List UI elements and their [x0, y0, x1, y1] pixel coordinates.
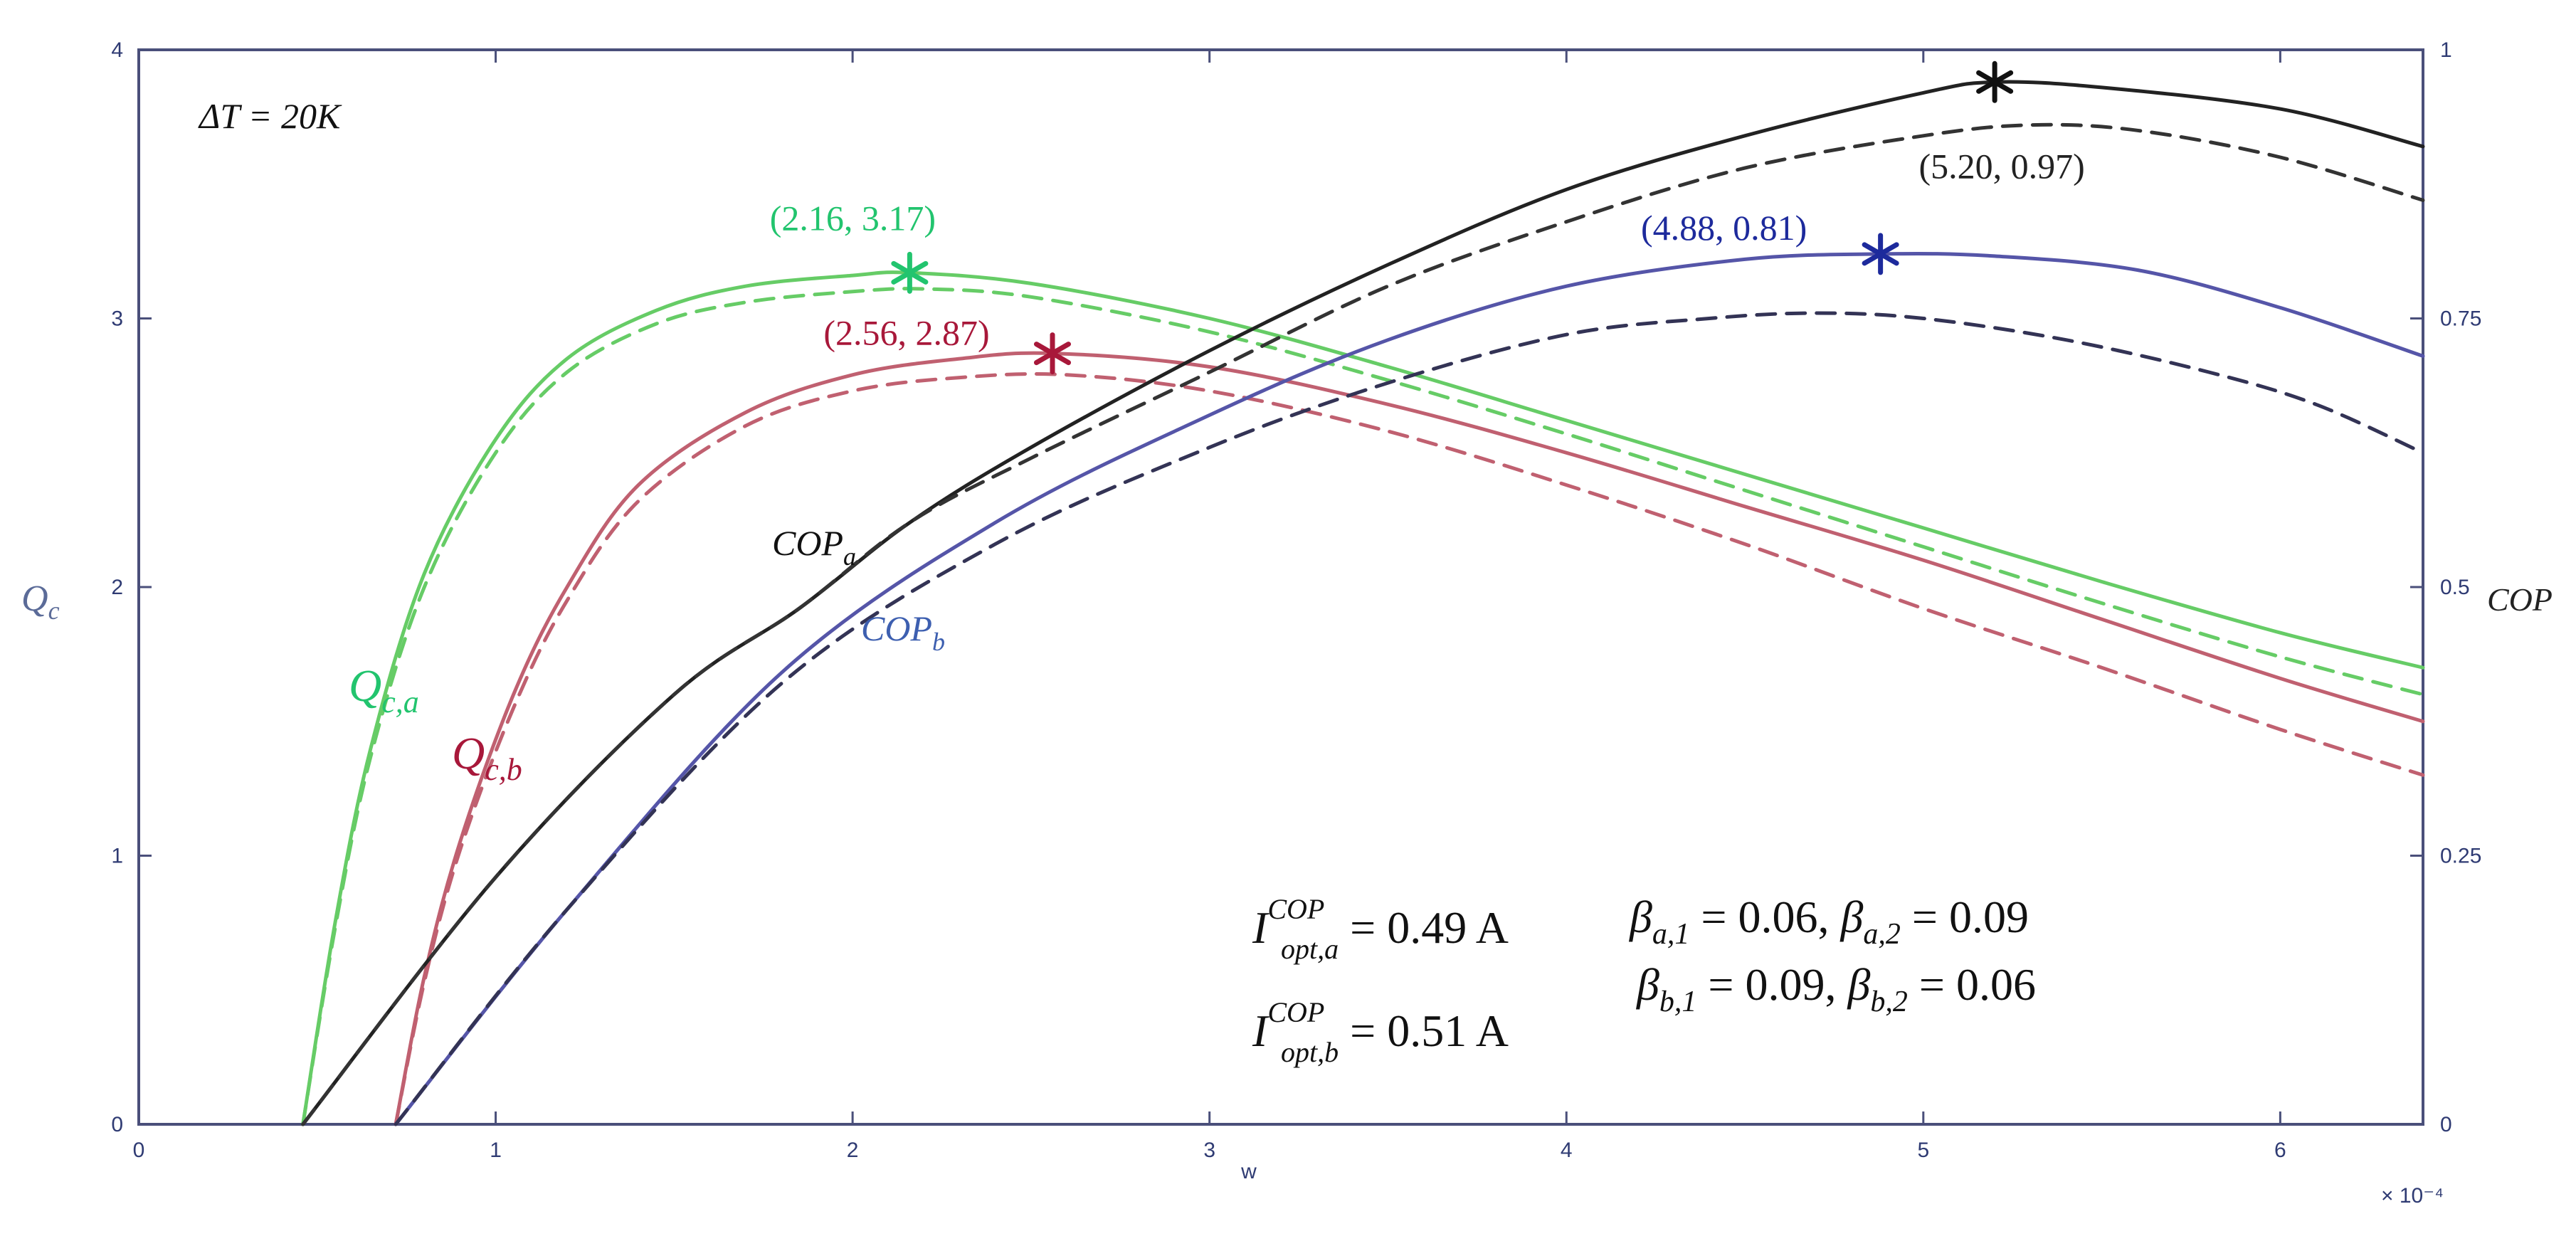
series-layer	[301, 80, 2425, 1126]
y-right-tick-label: 0.25	[2440, 845, 2481, 868]
series-line-2	[394, 351, 2425, 1126]
formula-i-a-rest: = 0.49 A	[1339, 902, 1509, 953]
series-line-7	[394, 311, 2425, 1126]
x-tick-label: 6	[2274, 1139, 2286, 1162]
y-right-tick-label: 0	[2440, 1113, 2452, 1136]
optimum-marker	[1976, 60, 2014, 103]
x-tick-label: 3	[1203, 1139, 1215, 1162]
formula-beta-a: βa,1 = 0.06, βa,2 = 0.09	[1628, 892, 2029, 951]
formula-i-a-sup: COP	[1267, 893, 1324, 925]
axis-ticks: 0 1 2 3 4 5 6 0 1 2 3 4 0 0.25 0.5 0.75 1	[111, 38, 2481, 1162]
formula-beta-b: βb,1 = 0.09, βb,2 = 0.06	[1635, 959, 2036, 1018]
series-line-1	[301, 287, 2425, 1126]
curve-label-copa-sub: a	[843, 542, 856, 571]
y-left-tick-label: 1	[111, 845, 123, 868]
curve-label-qcb: Qc,b	[452, 728, 522, 787]
curve-label-copb-sub: b	[932, 628, 945, 656]
formula-i-b-rest: = 0.51 A	[1339, 1005, 1509, 1056]
x-tick-label: 2	[847, 1139, 859, 1162]
optimum-label: (2.56, 2.87)	[823, 313, 989, 353]
curve-label-qca-sub: c,a	[381, 685, 419, 719]
delta-t-label: ΔT = 20K	[198, 96, 342, 136]
formula-i-b: ICOP opt,b = 0.51 A	[1252, 996, 1509, 1068]
formula-beta-b-sym2: β	[1846, 959, 1870, 1010]
formula-i-b-sub: opt,b	[1281, 1036, 1339, 1068]
y-left-tick-label: 0	[111, 1113, 123, 1136]
y-right-tick-label: 0.75	[2440, 307, 2481, 331]
y-left-tick-label: 2	[111, 576, 123, 599]
formula-i-a-sub: opt,a	[1281, 933, 1339, 965]
curve-label-copa: COPa	[772, 523, 856, 571]
series-line-4	[301, 80, 2425, 1126]
x-axis-title: w	[1240, 1160, 1257, 1183]
optimum-marker	[1033, 332, 1072, 375]
curve-label-qcb-sub: c,b	[485, 752, 522, 787]
left-axis-title-sub: c	[48, 596, 60, 625]
x-tick-label: 1	[490, 1139, 502, 1162]
right-axis-title: COP	[2487, 581, 2553, 618]
left-axis-title-main: Q	[21, 579, 48, 619]
formula-i-b-main: I	[1252, 1005, 1269, 1056]
curve-label-copa-main: COP	[772, 523, 843, 563]
y-left-tick-label: 4	[111, 38, 123, 62]
optimum-marker	[891, 251, 929, 294]
formula-i-b-sup: COP	[1267, 996, 1324, 1028]
y-right-tick-label: 0.5	[2440, 576, 2470, 599]
optimum-label: (2.16, 3.17)	[770, 198, 936, 238]
x-tick-label: 5	[1917, 1139, 1929, 1162]
x-multiplier-label: × 10⁻⁴	[2381, 1184, 2444, 1208]
formula-beta-a-s2: a,2	[1863, 918, 1901, 951]
curve-label-qca-main: Q	[349, 660, 381, 711]
formula-beta-b-s1: b,1	[1659, 986, 1697, 1018]
formula-beta-b-v2: = 0.06	[1908, 959, 2036, 1010]
formula-i-a: ICOP opt,a = 0.49 A	[1252, 893, 1509, 965]
marker-layer: (2.16, 3.17) (2.56, 2.87) (5.20, 0.97) (4.8…	[770, 60, 2085, 375]
y-right-tick-label: 1	[2440, 38, 2452, 62]
optimum-marker	[1862, 233, 1899, 275]
formula-beta-a-v1: = 0.06,	[1689, 892, 1840, 942]
curve-label-qca: Qc,a	[349, 660, 419, 719]
formula-beta-b-s2: b,2	[1870, 986, 1908, 1018]
formula-beta-b-v1: = 0.09,	[1696, 959, 1847, 1010]
series-line-0	[301, 270, 2425, 1126]
series-line-5	[301, 122, 2425, 1126]
x-tick-label: 0	[133, 1139, 145, 1162]
curve-label-copb-main: COP	[861, 608, 932, 648]
series-line-3	[394, 371, 2425, 1126]
formula-i-a-main: I	[1252, 902, 1269, 953]
y-left-tick-label: 3	[111, 307, 123, 331]
formula-beta-a-sym2: β	[1839, 892, 1863, 942]
left-axis-title: Qc	[21, 579, 60, 625]
formula-beta-a-s1: a,1	[1652, 918, 1690, 951]
formula-beta-a-sym1: β	[1628, 892, 1652, 942]
formula-beta-a-v2: = 0.09	[1901, 892, 2029, 942]
optimum-label: (4.88, 0.81)	[1641, 208, 1807, 248]
x-tick-label: 4	[1561, 1139, 1573, 1162]
formula-beta-b-sym1: β	[1635, 959, 1659, 1010]
series-line-6	[394, 251, 2425, 1126]
curve-label-qcb-main: Q	[452, 728, 485, 778]
optimum-label: (5.20, 0.97)	[1918, 146, 2084, 186]
curve-label-copb: COPb	[861, 608, 945, 656]
